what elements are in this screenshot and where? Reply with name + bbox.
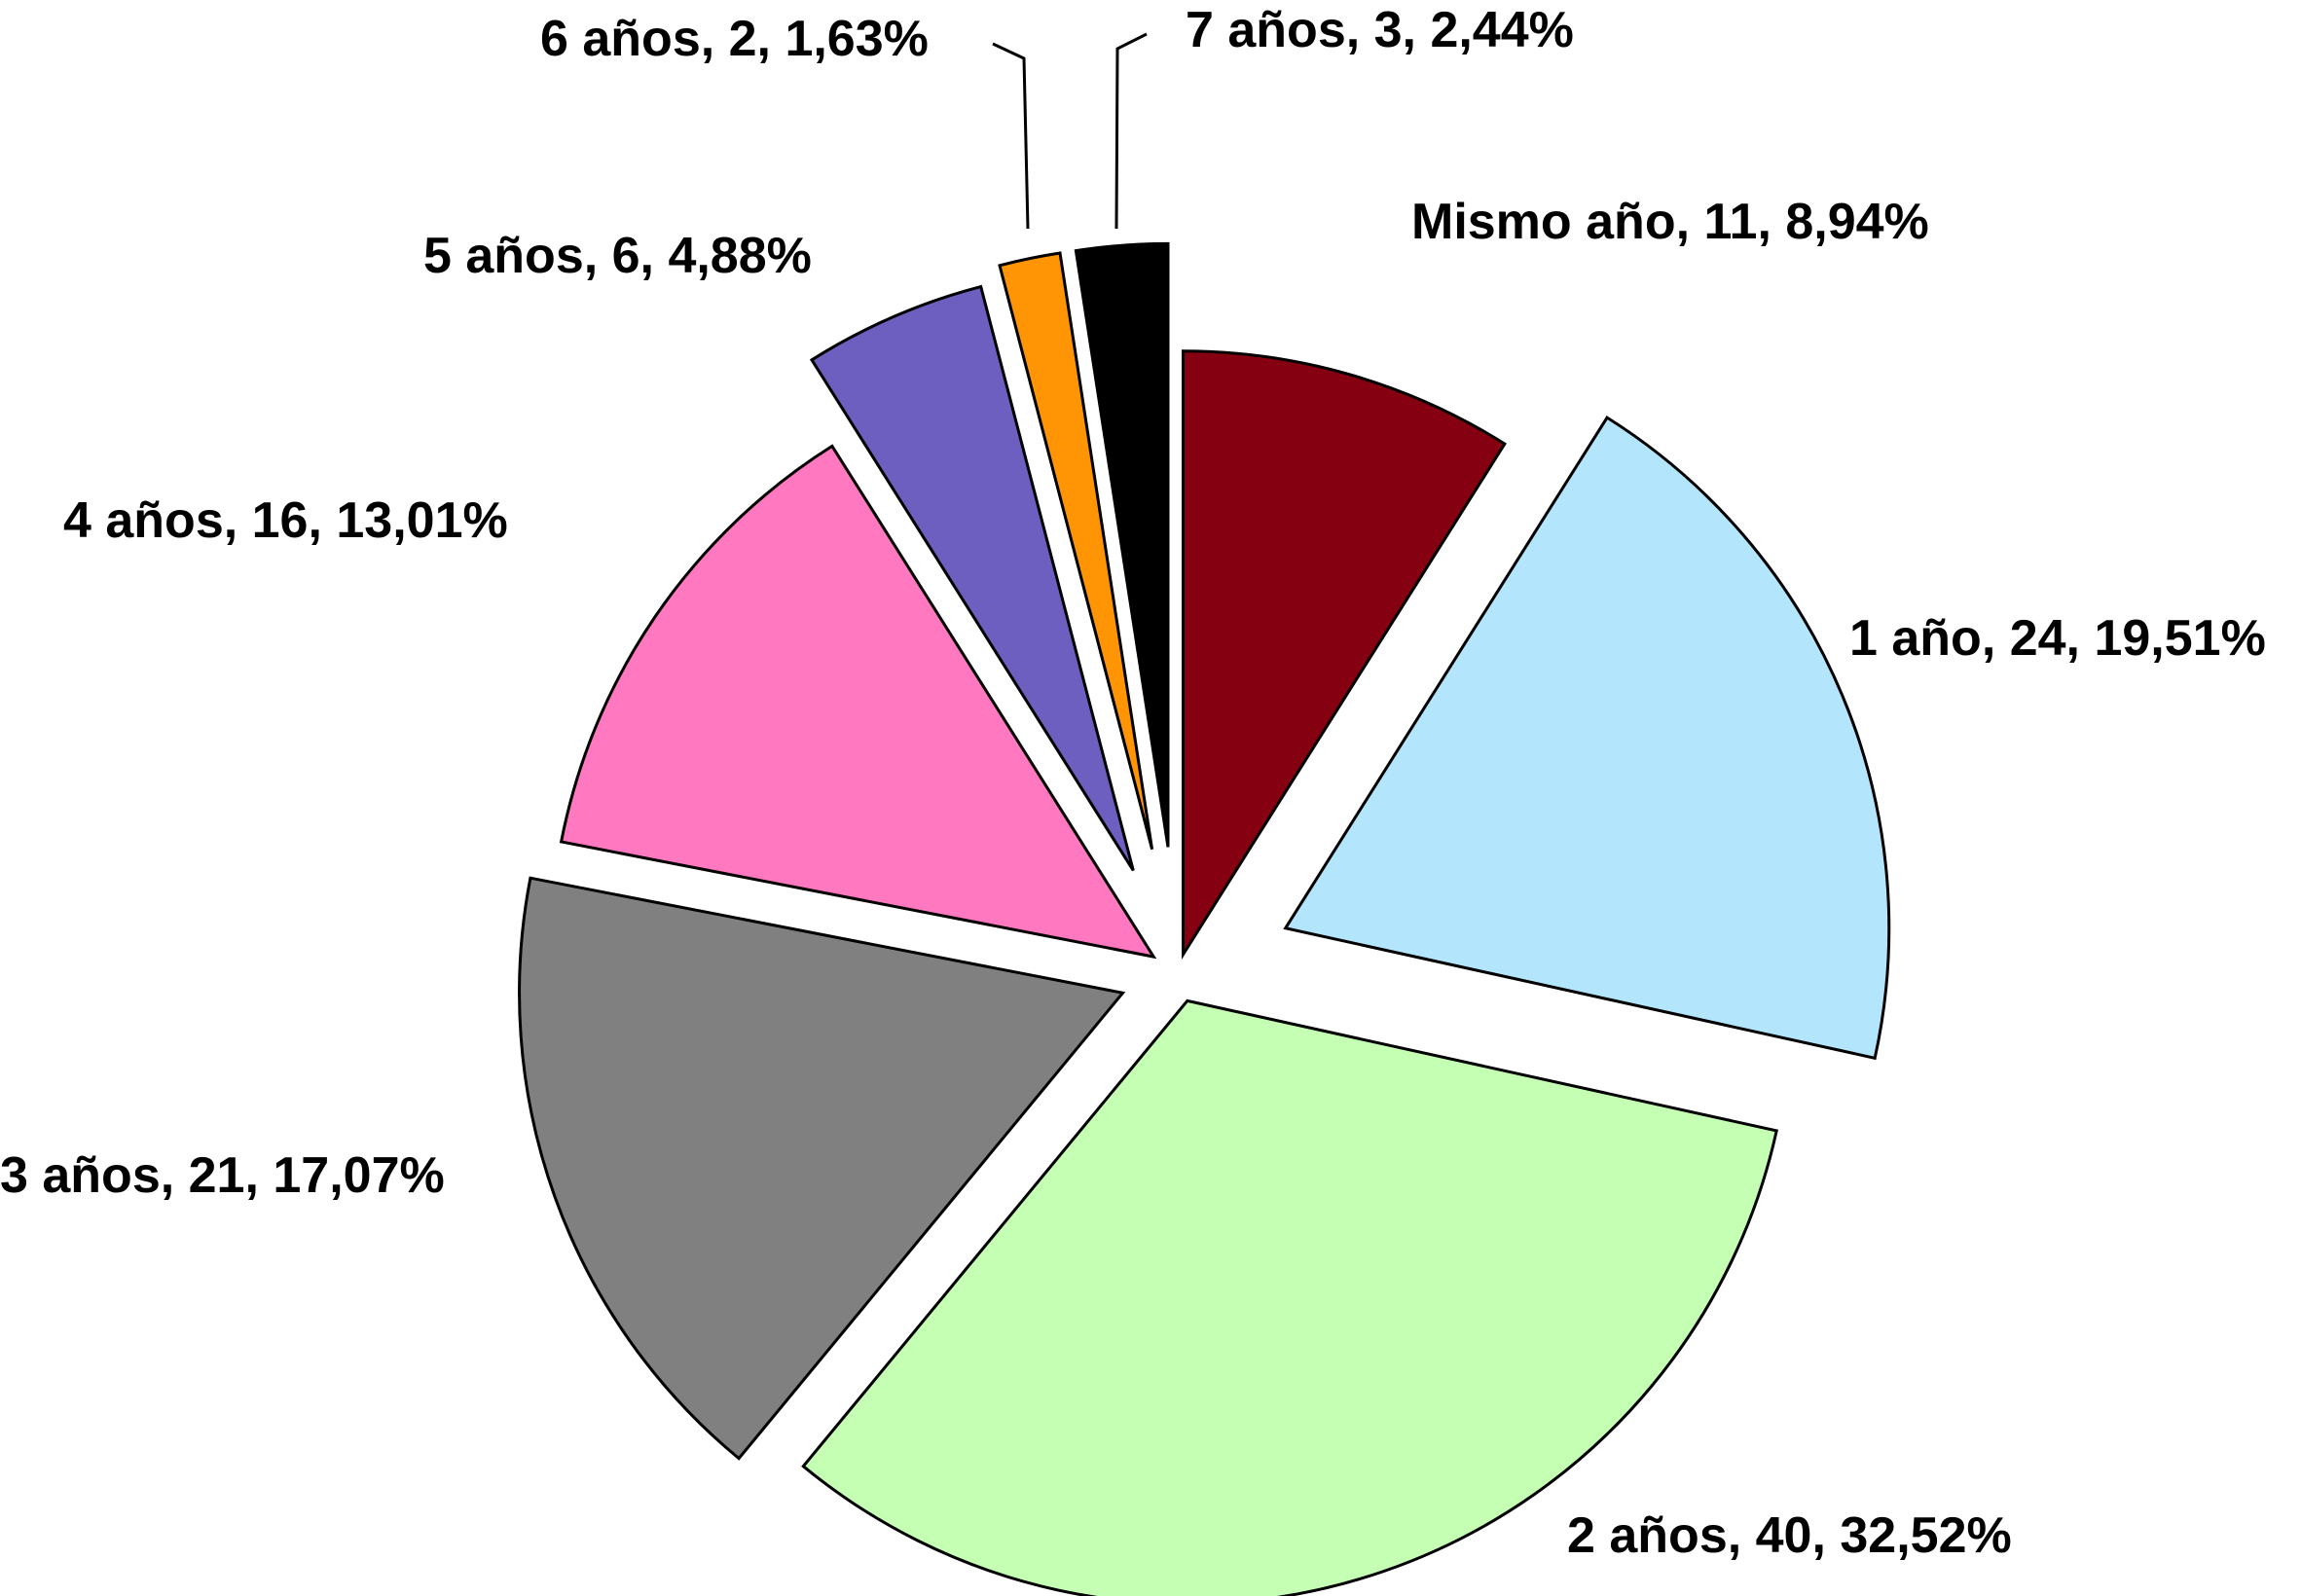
data-label-5-anos: 5 años, 6, 4,88% <box>423 228 812 284</box>
leader-line-7-anos <box>1114 32 1148 230</box>
pie-slice-6-anos <box>998 251 1154 851</box>
data-label-6-anos: 6 años, 2, 1,63% <box>540 11 929 67</box>
data-label-7-anos: 7 años, 3, 2,44% <box>1186 2 1574 58</box>
pie-slice-4-anos <box>559 444 1157 960</box>
pie-slice-5-anos <box>809 284 1135 872</box>
data-label-1-ano: 1 año, 24, 19,51% <box>1849 610 2266 667</box>
data-label-4-anos: 4 años, 16, 13,01% <box>63 492 508 549</box>
data-label-2-anos: 2 años, 40, 32,52% <box>1567 1507 2012 1564</box>
data-label-3-anos: 3 años, 21, 17,07% <box>0 1147 445 1204</box>
data-label-mismo-ano: Mismo año, 11, 8,94% <box>1411 194 1929 250</box>
pie-slice-7-anos <box>1074 241 1170 848</box>
leader-line-6-anos <box>992 42 1030 230</box>
pie-slice-mismo-ano <box>1182 349 1507 960</box>
pie-slice-3-anos <box>518 876 1126 1461</box>
pie-slice-1-ano <box>1283 416 1891 1061</box>
pie-slice-2-anos <box>801 998 1778 1596</box>
